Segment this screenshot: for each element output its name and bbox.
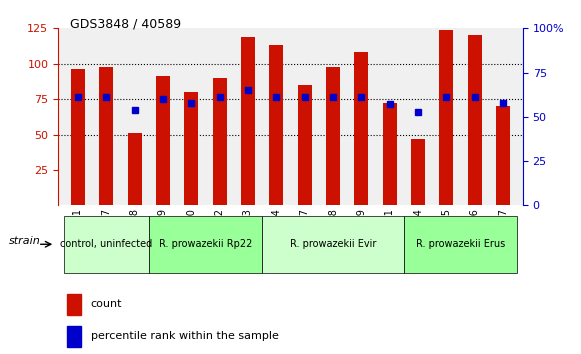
Text: R. prowazekii Erus: R. prowazekii Erus bbox=[416, 239, 505, 249]
Text: GDS3848 / 40589: GDS3848 / 40589 bbox=[70, 18, 181, 31]
Bar bbox=[326, 67, 340, 205]
Bar bbox=[67, 326, 81, 347]
Bar bbox=[269, 45, 284, 205]
Text: count: count bbox=[91, 299, 122, 309]
Text: control, uninfected: control, uninfected bbox=[60, 239, 152, 249]
Bar bbox=[383, 103, 397, 205]
Bar bbox=[496, 106, 510, 205]
FancyBboxPatch shape bbox=[404, 216, 517, 273]
Bar bbox=[71, 69, 85, 205]
Bar bbox=[439, 30, 453, 205]
FancyBboxPatch shape bbox=[262, 216, 404, 273]
Text: R. prowazekii Evir: R. prowazekii Evir bbox=[290, 239, 376, 249]
Bar bbox=[213, 78, 227, 205]
Bar bbox=[99, 67, 113, 205]
Bar bbox=[67, 294, 81, 315]
FancyBboxPatch shape bbox=[149, 216, 262, 273]
Bar bbox=[156, 76, 170, 205]
Text: percentile rank within the sample: percentile rank within the sample bbox=[91, 331, 278, 341]
Bar bbox=[354, 52, 368, 205]
Bar bbox=[241, 37, 255, 205]
Text: R. prowazekii Rp22: R. prowazekii Rp22 bbox=[159, 239, 252, 249]
Bar bbox=[297, 85, 312, 205]
Bar bbox=[411, 139, 425, 205]
Bar bbox=[468, 35, 482, 205]
Text: strain: strain bbox=[9, 236, 41, 246]
Bar bbox=[184, 92, 198, 205]
FancyBboxPatch shape bbox=[64, 216, 149, 273]
Bar bbox=[128, 133, 142, 205]
